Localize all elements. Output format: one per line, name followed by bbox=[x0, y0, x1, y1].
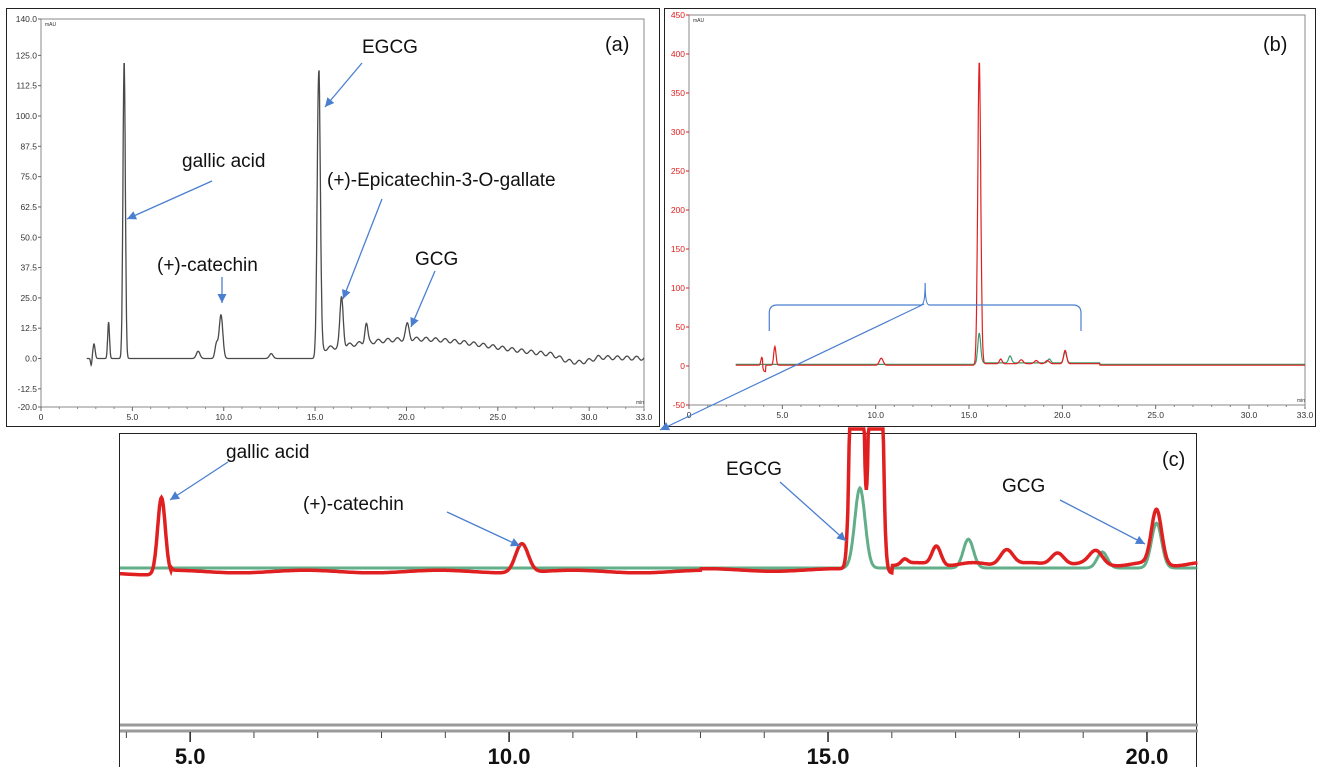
y-tick-label-b: 300 bbox=[671, 127, 685, 137]
panel-label-a: (a) bbox=[605, 34, 629, 56]
y-tick-label-a: 25.0 bbox=[20, 293, 37, 303]
x-tick-label-a: 20.0 bbox=[398, 412, 415, 422]
x-tick-label-a: 0 bbox=[39, 412, 44, 422]
y-tick-label-a: 62.5 bbox=[20, 202, 37, 212]
x-tick-label-a: 10.0 bbox=[215, 412, 232, 422]
x-tick-label-b: 20.0 bbox=[1054, 410, 1071, 420]
y-tick-label-b: 350 bbox=[671, 88, 685, 98]
y-tick-label-a: 50.0 bbox=[20, 232, 37, 242]
x-tick-label-a: 33.0 bbox=[636, 412, 653, 422]
y-tick-label-b: 50 bbox=[676, 322, 686, 332]
peak-arrow-a-head bbox=[342, 288, 351, 299]
unit-label-a: mAU bbox=[45, 22, 57, 28]
x-tick-label-c: 5.0 bbox=[175, 744, 206, 768]
plot-frame-a bbox=[40, 18, 645, 408]
peak-arrow-a-head bbox=[127, 211, 138, 220]
peak-annotation-a: GCG bbox=[415, 249, 458, 270]
chromatogram-trace-c-red bbox=[120, 427, 1198, 577]
x-tick-label-b: 0 bbox=[687, 410, 692, 420]
unit-label-b: mAU bbox=[693, 18, 705, 24]
y-tick-label-b: 150 bbox=[671, 244, 685, 254]
plot-frame-b bbox=[688, 14, 1306, 406]
peak-annotation-c: GCG bbox=[1002, 476, 1045, 497]
peak-annotation-c: gallic acid bbox=[226, 442, 309, 463]
peak-arrow-a-head bbox=[217, 294, 227, 303]
panel-label-b: (b) bbox=[1263, 34, 1287, 56]
peak-arrow-a bbox=[324, 62, 363, 108]
peak-arrow-c-head bbox=[509, 538, 520, 547]
peak-arrow-c bbox=[169, 461, 229, 501]
peak-arrow-a-head bbox=[325, 97, 335, 107]
y-tick-label-a: 0.0 bbox=[25, 354, 37, 364]
y-tick-label-a: 112.5 bbox=[16, 81, 37, 91]
y-tick-label-a: 125.0 bbox=[16, 50, 38, 60]
x-end-label-b: min bbox=[1297, 398, 1305, 404]
y-tick-label-a: 140.0 bbox=[16, 14, 38, 24]
y-tick-label-b: 400 bbox=[671, 49, 685, 59]
peak-arrow-c bbox=[779, 481, 847, 542]
x-tick-label-a: 30.0 bbox=[581, 412, 598, 422]
chromatogram-trace-a bbox=[86, 63, 645, 367]
y-tick-label-a: 75.0 bbox=[20, 172, 37, 182]
chromatogram-a: 140.0 125.0 112.5 100.0 87.5 75.0 62.5 50.0 37.5… bbox=[16, 14, 653, 422]
y-tick-label-b: 200 bbox=[671, 205, 685, 215]
peak-annotation-a: EGCG bbox=[362, 37, 418, 58]
chromatogram-trace-c-green bbox=[120, 485, 1198, 570]
peak-arrow-c-head bbox=[170, 491, 180, 500]
peak-arrow-a bbox=[342, 198, 383, 300]
peak-annotation-a: gallic acid bbox=[182, 151, 265, 172]
y-tick-label-b: 0 bbox=[680, 361, 685, 371]
panel-label-c: (c) bbox=[1162, 449, 1185, 471]
x-tick-label-a: 25.0 bbox=[490, 412, 507, 422]
peak-arrow-c bbox=[1059, 499, 1146, 545]
y-tick-label-a: -20.0 bbox=[18, 402, 38, 412]
y-tick-label-a: 37.5 bbox=[20, 263, 37, 273]
x-tick-label-b: 33.0 bbox=[1297, 410, 1314, 420]
peak-annotation-c: (+)-catechin bbox=[303, 494, 404, 515]
peak-annotation-a: (+)-Epicatechin-3-O-gallate bbox=[327, 170, 556, 191]
y-tick-label-a: 12.5 bbox=[20, 323, 37, 333]
peak-annotation-a: (+)-catechin bbox=[157, 255, 258, 276]
peak-arrow-a-head bbox=[410, 316, 419, 327]
peak-annotation-c: EGCG bbox=[726, 459, 782, 480]
y-tick-label-a: -12.5 bbox=[18, 384, 38, 394]
chart-panel-a: 140.0 125.0 112.5 100.0 87.5 75.0 62.5 50.0 37.5… bbox=[6, 8, 660, 427]
y-tick-label-b: -50 bbox=[673, 400, 686, 410]
zoom-bracket bbox=[768, 282, 1082, 331]
x-tick-label-a: 5.0 bbox=[126, 412, 138, 422]
x-tick-label-b: 30.0 bbox=[1241, 410, 1258, 420]
chart-panel-c: 5.0 10.0 15.0 20.0 gallic acid (+)-catechin E… bbox=[119, 427, 1198, 768]
x-tick-label-b: 25.0 bbox=[1147, 410, 1164, 420]
x-tick-label-b: 15.0 bbox=[961, 410, 978, 420]
x-tick-label-c: 10.0 bbox=[488, 744, 531, 768]
peak-arrow-a bbox=[126, 180, 213, 220]
peak-arrow-c-head bbox=[1134, 535, 1145, 544]
peak-arrow-c bbox=[446, 511, 521, 547]
peak-arrow-c-head bbox=[836, 531, 846, 541]
chromatogram-zoom-c: 5.0 10.0 15.0 20.0 gallic acid (+)-catechin E… bbox=[120, 427, 1198, 768]
x-tick-label-a: 15.0 bbox=[307, 412, 324, 422]
y-tick-label-a: 87.5 bbox=[20, 141, 37, 151]
y-tick-label-a: 100.0 bbox=[16, 111, 38, 121]
chromatogram-trace-b-red bbox=[735, 62, 1305, 373]
peak-arrow-a bbox=[410, 270, 436, 328]
chart-panel-b: 450 400 350 300 250 200 150 100 50 0 -50 0 5.0 10.0 1… bbox=[664, 8, 1316, 427]
x-tick-label-c: 15.0 bbox=[807, 744, 850, 768]
x-end-label-a: min bbox=[636, 400, 644, 406]
x-tick-label-c: 20.0 bbox=[1126, 744, 1169, 768]
y-tick-label-b: 100 bbox=[671, 283, 685, 293]
y-tick-label-b: 450 bbox=[671, 10, 685, 20]
x-tick-label-b: 5.0 bbox=[776, 410, 788, 420]
x-tick-label-b: 10.0 bbox=[867, 410, 884, 420]
y-tick-label-b: 250 bbox=[671, 166, 685, 176]
